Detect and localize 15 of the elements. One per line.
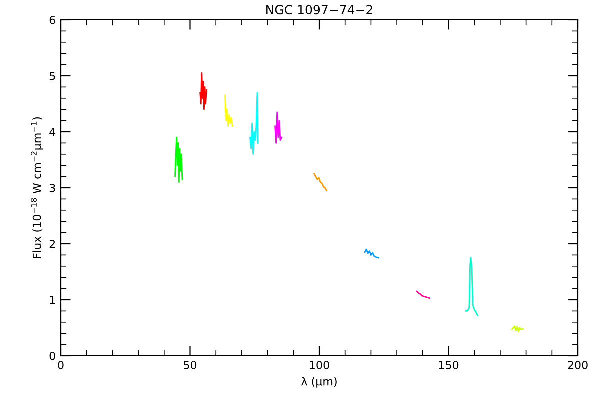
x-tick-label: 100 <box>310 361 330 370</box>
y-tick-label: 2 <box>50 240 56 248</box>
y-tick-label: 0 <box>50 352 56 360</box>
y-tick-label: 6 <box>50 16 56 24</box>
chart-title: NGC 1097−74−2 <box>266 5 372 15</box>
x-tick-label: 200 <box>568 361 588 370</box>
y-tick-label: 4 <box>50 128 56 136</box>
y-tick-label: 1 <box>50 296 56 304</box>
y-tick-label: 5 <box>50 72 56 80</box>
x-tick-label: 150 <box>439 361 459 370</box>
x-tick-label: 50 <box>184 361 197 370</box>
y-tick-label: 3 <box>50 184 56 192</box>
y-axis-title: Flux (10$^{−18}$ W cm$^{−2}$μm$^{−1}$) <box>31 118 44 258</box>
x-axis-title: λ (μm) <box>301 377 337 388</box>
x-tick-label: 0 <box>58 361 64 370</box>
